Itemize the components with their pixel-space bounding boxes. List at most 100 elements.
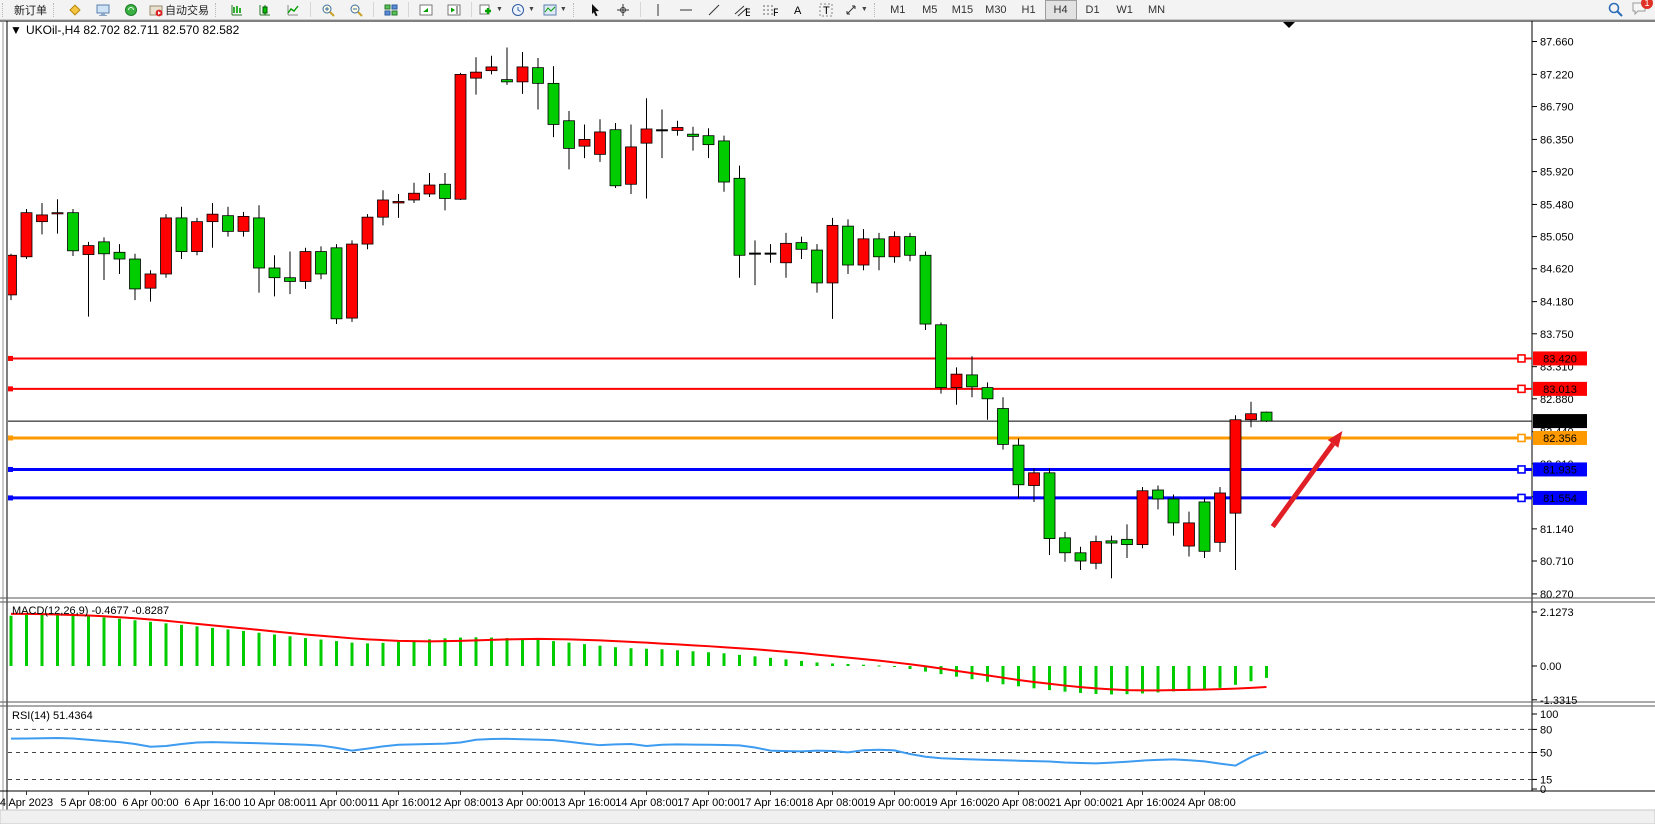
time-axis[interactable]: 4 Apr 2023 5 Apr 08:00 6 Apr 00:00 6 Apr 16… [0,791,1236,809]
bar-chart-icon [231,4,242,15]
notifications-button[interactable]: 1 [1631,0,1653,19]
toolbar-separator [471,2,472,17]
crosshair-icon [616,3,629,16]
svg-text:19 Apr 16:00: 19 Apr 16:00 [925,797,987,809]
chevron-down-icon: ▼ [860,6,868,13]
svg-text:82.582: 82.582 [1543,416,1577,428]
horizontal-lines[interactable] [8,354,1532,503]
svg-text:84.620: 84.620 [1540,264,1574,276]
svg-text:85.480: 85.480 [1540,199,1574,211]
crosshair-tool-button[interactable] [609,0,637,20]
svg-text:17 Apr 00:00: 17 Apr 00:00 [677,797,739,809]
chart-generated-layers: 87.660 87.220 86.790 86.350 85.920 85.480 85.0… [0,20,1655,824]
macd-label: MACD(12,26,9) -0.4677 -0.8287 [12,605,169,617]
chevron-down-icon: ▼ [527,6,535,13]
svg-text:4 Apr 2023: 4 Apr 2023 [0,797,53,809]
terminal-button[interactable] [89,0,117,20]
chevron-down-icon: ▼ [496,6,503,13]
new-order-button[interactable]: 新订单 [14,4,47,17]
candle-chart-button[interactable] [251,0,279,20]
clock-icon [511,3,524,16]
svg-text:80: 80 [1540,724,1552,736]
label-tool-button[interactable]: T [812,0,840,20]
svg-text:50: 50 [1540,748,1552,760]
status-bar [0,809,1655,824]
svg-text:20 Apr 08:00: 20 Apr 08:00 [987,797,1049,809]
svg-text:11 Apr 00:00: 11 Apr 00:00 [306,797,368,809]
svg-text:2.1273: 2.1273 [1540,607,1574,619]
timeframe-h4[interactable]: H4 [1044,0,1077,20]
timeframe-m30[interactable]: M30 [985,3,1007,16]
add-indicator-button[interactable]: ▼ [475,0,507,20]
terminal-icon [96,4,110,16]
data-window-button[interactable] [412,0,440,20]
trendline-tool-button[interactable] [700,0,728,20]
timeframe-h1[interactable]: H1 [1021,3,1036,16]
text-label-icon: T [819,3,833,17]
timeframe-w1[interactable]: W1 [1116,3,1133,16]
cursor-tool-button[interactable] [581,0,609,20]
text-icon: A [794,5,802,17]
svg-text:13 Apr 16:00: 13 Apr 16:00 [553,797,615,809]
line-chart-icon [287,4,299,15]
svg-text:83.750: 83.750 [1540,329,1574,341]
text-tool-button[interactable]: A [784,0,812,20]
vline-tool-button[interactable] [644,0,672,20]
svg-text:6 Apr 00:00: 6 Apr 00:00 [122,797,178,809]
price-badges: 83.420 83.013 82.356 81.935 81.554 82.582 [1533,351,1587,505]
zoom-out-button[interactable] [342,0,370,20]
cursor-icon [591,3,599,16]
svg-text:5 Apr 08:00: 5 Apr 08:00 [60,797,116,809]
svg-text:87.220: 87.220 [1540,69,1574,81]
svg-text:80.710: 80.710 [1540,556,1574,568]
search-icon[interactable] [1608,2,1623,17]
chart-area[interactable]: 87.660 87.220 86.790 86.350 85.920 85.480 85.0… [0,20,1655,824]
toolbar-grip [873,2,878,17]
svg-text:84.180: 84.180 [1540,297,1574,309]
timeframe-m5[interactable]: M5 [922,3,938,16]
candles [8,47,1273,579]
chart-shift-button[interactable] [440,0,468,20]
toolbar-separator [408,2,409,17]
svg-text:18 Apr 08:00: 18 Apr 08:00 [801,797,863,809]
zoom-in-button[interactable] [314,0,342,20]
tile-windows-button[interactable] [377,0,405,20]
toolbar-separator [639,2,641,17]
svg-text:83.013: 83.013 [1543,384,1577,396]
trend-arrow[interactable] [1270,430,1343,529]
svg-text:14 Apr 08:00: 14 Apr 08:00 [615,797,677,809]
svg-text:85.050: 85.050 [1540,232,1574,244]
svg-text:17 Apr 16:00: 17 Apr 16:00 [739,797,801,809]
bar-chart-button[interactable] [223,0,251,20]
svg-text:15: 15 [1540,774,1552,786]
rsi-pane: 100 80 50 150 [8,709,1558,796]
tester-button[interactable] [117,0,145,20]
svg-text:0.00: 0.00 [1540,661,1561,673]
timeframe-m15[interactable]: M15 [951,3,974,16]
period-button[interactable]: ▼ [507,0,539,20]
chart-menu-icon[interactable]: ▼ [10,23,22,37]
line-chart-button[interactable] [279,0,307,20]
notification-badge: 1 [1641,0,1653,9]
tile-windows-icon [384,4,398,15]
timeframe-m1[interactable]: M1 [890,3,906,16]
svg-text:21 Apr 00:00: 21 Apr 00:00 [1049,797,1111,809]
timeframe-d1[interactable]: D1 [1085,3,1100,16]
fibonacci-tool-button[interactable]: F [756,0,784,20]
channel-tool-button[interactable]: E [728,0,756,20]
template-button[interactable]: ▼ [539,0,571,20]
svg-text:80.270: 80.270 [1540,589,1574,601]
svg-text:21 Apr 16:00: 21 Apr 16:00 [1111,797,1173,809]
svg-text:86.350: 86.350 [1540,134,1574,146]
rsi-label: RSI(14) 51.4364 [12,710,93,722]
timeframe-mn[interactable]: MN [1148,3,1166,16]
svg-text:81.935: 81.935 [1543,464,1577,476]
toolbar-grip [53,2,57,17]
autotrading-button[interactable]: 自动交易 [145,0,213,20]
timeframe-group: M1 M5 M15 M30 H1 H4 D1 W1 MN [882,0,1173,20]
hline-tool-button[interactable] [672,0,700,20]
svg-text:86.790: 86.790 [1540,102,1574,114]
profile-button[interactable] [61,0,89,20]
arrows-tool-button[interactable]: ▼ [840,0,872,20]
svg-text:6 Apr 16:00: 6 Apr 16:00 [184,797,240,809]
